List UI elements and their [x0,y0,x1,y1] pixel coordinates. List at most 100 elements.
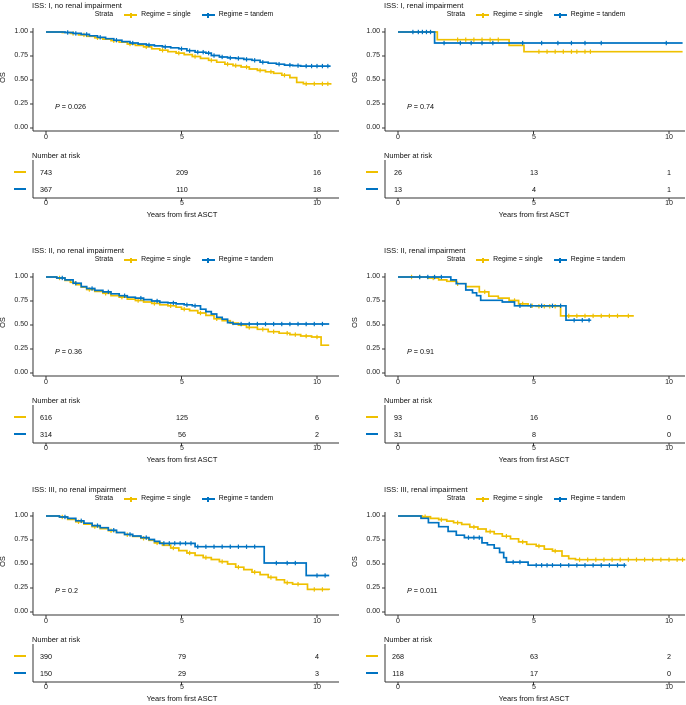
x-tick-label: 0 [44,618,48,625]
tandem-line-icon [553,12,567,18]
risk-table-header: Number at risk [32,635,81,644]
km-panel: ISS: III, renal impairment Strata Regime… [343,484,686,705]
risk-table-header: Number at risk [384,151,433,160]
panel-title: ISS: II, no renal impairment [32,246,125,255]
x-axis-label: Years from first ASCT [498,694,570,703]
panel-title: ISS: I, renal impairment [384,1,464,10]
y-tick-label: 0.75 [14,297,28,304]
y-tick-label: 0.00 [14,608,28,615]
x-tick-label: 10 [665,134,673,141]
risk-count: 17 [530,668,538,678]
p-value-label: P = 0.74 [407,102,434,111]
risk-count: 110 [176,184,188,194]
tandem-line-icon [201,496,215,502]
x-tick-label: 10 [313,134,321,141]
legend-item-single: Regime = single [124,495,191,503]
risk-x-tick-label: 0 [44,200,48,207]
x-tick-label: 0 [396,134,400,141]
risk-x-tick-label: 10 [313,445,321,452]
x-tick-label: 5 [180,618,184,625]
legend-item-single: Regime = single [476,256,543,264]
legend: Strata Regime = single Regime = tandem [33,11,335,19]
risk-count: 4 [315,652,319,661]
single-line-icon [476,257,490,263]
risk-x-tick-label: 10 [665,684,673,691]
risk-table-header: Number at risk [32,151,81,160]
p-value-label: P = 0.026 [55,102,86,111]
km-plot-svg [30,512,339,685]
legend-label-tandem: Regime = tandem [570,11,626,18]
legend: Strata Regime = single Regime = tandem [33,256,335,264]
single-dash-icon [366,416,378,419]
risk-count: 0 [667,429,671,439]
legend: Strata Regime = single Regime = tandem [385,495,686,503]
risk-x-tick-label: 10 [665,200,673,207]
risk-count: 0 [667,413,671,422]
y-tick-label: 0.50 [366,321,380,328]
legend-strata-label: Strata [446,495,466,502]
single-dash-icon [14,416,26,419]
risk-count: 268 [392,652,404,661]
risk-count: 3 [315,668,319,678]
legend-item-single: Regime = single [476,11,543,19]
single-dash-icon [366,655,378,658]
risk-x-tick-label: 10 [313,200,321,207]
tandem-dash-icon [366,432,378,435]
risk-count: 2 [667,652,671,661]
y-tick-label: 0.00 [366,369,380,376]
risk-count: 29 [178,668,186,678]
legend-label-single: Regime = single [493,11,543,18]
y-tick-label: 0.25 [366,345,380,352]
y-tick-label: 0.00 [14,369,28,376]
legend-item-single: Regime = single [476,495,543,503]
y-tick-label: 0.75 [14,52,28,59]
legend-label-tandem: Regime = tandem [570,256,626,263]
risk-x-tick-label: 5 [180,445,184,452]
x-tick-label: 10 [665,379,673,386]
legend-strata-label: Strata [446,11,466,18]
legend-item-single: Regime = single [124,256,191,264]
single-line-icon [476,12,490,18]
y-tick-label: 0.50 [14,321,28,328]
y-tick-label: 0.25 [14,345,28,352]
x-tick-label: 10 [665,618,673,625]
x-axis-label: Years from first ASCT [146,210,218,219]
risk-count: 8 [532,429,536,439]
risk-count: 743 [40,168,52,177]
risk-count: 390 [40,652,52,661]
risk-count: 0 [667,668,671,678]
km-panel: ISS: I, no renal impairment Strata Regim… [0,0,343,221]
risk-count: 4 [532,184,536,194]
km-panel: ISS: II, renal impairment Strata Regime … [343,245,686,466]
legend: Strata Regime = single Regime = tandem [385,11,686,19]
legend-label-single: Regime = single [493,495,543,502]
risk-count: 56 [178,429,186,439]
tandem-dash-icon [14,671,26,674]
y-tick-label: 0.25 [366,584,380,591]
y-tick-label: 1.00 [366,512,380,519]
tandem-line-icon [553,496,567,502]
risk-count: 367 [40,184,52,194]
single-line-icon [476,496,490,502]
panel-title: ISS: II, renal impairment [384,246,466,255]
tandem-line-icon [201,257,215,263]
y-tick-label: 1.00 [14,28,28,35]
risk-count: 13 [394,184,402,194]
legend-item-tandem: Regime = tandem [201,11,274,19]
km-plot-svg [382,273,685,446]
legend-label-tandem: Regime = tandem [218,11,274,18]
y-tick-label: 0.00 [14,124,28,131]
panel-title: ISS: I, no renal impairment [32,1,122,10]
km-plot-svg [30,273,339,446]
y-tick-label: 0.75 [366,536,380,543]
risk-x-tick-label: 0 [396,684,400,691]
y-tick-label: 1.00 [366,28,380,35]
risk-count: 1 [667,184,671,194]
legend-strata-label: Strata [94,11,114,18]
risk-x-tick-label: 0 [44,445,48,452]
x-tick-label: 0 [396,379,400,386]
risk-x-tick-label: 5 [532,445,536,452]
legend: Strata Regime = single Regime = tandem [33,495,335,503]
y-tick-label: 0.75 [366,297,380,304]
